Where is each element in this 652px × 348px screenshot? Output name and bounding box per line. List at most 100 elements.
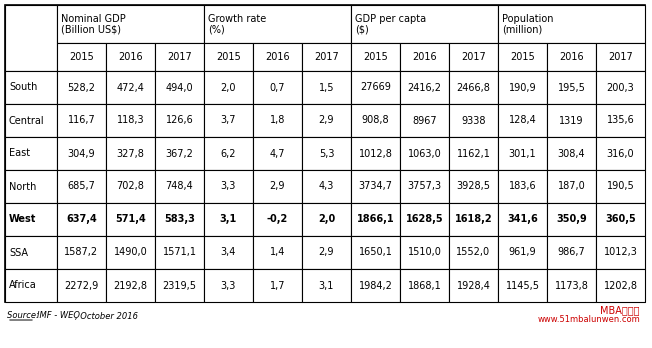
Bar bbox=[57, 43, 106, 71]
Text: Population: Population bbox=[502, 14, 554, 24]
Text: 637,4: 637,4 bbox=[66, 214, 97, 224]
Text: 986,7: 986,7 bbox=[557, 247, 585, 258]
Bar bbox=[57, 5, 204, 43]
Text: 3,7: 3,7 bbox=[221, 116, 236, 126]
Text: -0,2: -0,2 bbox=[267, 214, 288, 224]
Text: 702,8: 702,8 bbox=[117, 182, 145, 191]
Text: 5,3: 5,3 bbox=[319, 149, 334, 158]
Bar bbox=[498, 170, 547, 203]
Text: 3,3: 3,3 bbox=[221, 182, 236, 191]
Text: SSA: SSA bbox=[9, 247, 28, 258]
Text: 8967: 8967 bbox=[412, 116, 437, 126]
Text: 2016: 2016 bbox=[412, 52, 437, 62]
Bar bbox=[5, 104, 57, 137]
Bar bbox=[351, 170, 400, 203]
Bar bbox=[253, 137, 302, 170]
Text: 2319,5: 2319,5 bbox=[162, 280, 196, 291]
Text: 2,9: 2,9 bbox=[319, 247, 334, 258]
Text: 2,0: 2,0 bbox=[221, 82, 236, 93]
Bar bbox=[351, 5, 498, 43]
Text: North: North bbox=[9, 182, 37, 191]
Text: 1866,1: 1866,1 bbox=[357, 214, 394, 224]
Bar bbox=[351, 43, 400, 71]
Text: 2015: 2015 bbox=[216, 52, 241, 62]
Bar bbox=[498, 269, 547, 302]
Bar bbox=[106, 203, 155, 236]
Bar bbox=[400, 236, 449, 269]
Text: 685,7: 685,7 bbox=[68, 182, 95, 191]
Bar bbox=[596, 269, 645, 302]
Text: 748,4: 748,4 bbox=[166, 182, 194, 191]
Text: 1490,0: 1490,0 bbox=[113, 247, 147, 258]
Text: (Billion US$): (Billion US$) bbox=[61, 24, 121, 34]
Bar bbox=[449, 137, 498, 170]
Bar bbox=[547, 203, 596, 236]
Bar bbox=[5, 137, 57, 170]
Text: IMF - WEO: IMF - WEO bbox=[37, 311, 80, 321]
Bar bbox=[253, 43, 302, 71]
Bar bbox=[155, 104, 204, 137]
Bar bbox=[400, 269, 449, 302]
Text: 2416,2: 2416,2 bbox=[408, 82, 441, 93]
Text: 190,9: 190,9 bbox=[509, 82, 537, 93]
Bar bbox=[57, 203, 106, 236]
Bar bbox=[596, 203, 645, 236]
Bar bbox=[351, 236, 400, 269]
Bar bbox=[155, 71, 204, 104]
Bar bbox=[204, 269, 253, 302]
Text: 2017: 2017 bbox=[461, 52, 486, 62]
Bar bbox=[204, 137, 253, 170]
Text: 2,0: 2,0 bbox=[318, 214, 335, 224]
Bar bbox=[498, 104, 547, 137]
Text: East: East bbox=[9, 149, 30, 158]
Text: West: West bbox=[9, 214, 37, 224]
Bar bbox=[400, 104, 449, 137]
Bar bbox=[302, 43, 351, 71]
Text: 2,9: 2,9 bbox=[319, 116, 334, 126]
Bar bbox=[253, 104, 302, 137]
Text: 128,4: 128,4 bbox=[509, 116, 537, 126]
Bar bbox=[351, 71, 400, 104]
Bar bbox=[351, 269, 400, 302]
Text: 1868,1: 1868,1 bbox=[408, 280, 441, 291]
Text: 304,9: 304,9 bbox=[68, 149, 95, 158]
Bar bbox=[253, 236, 302, 269]
Bar bbox=[547, 269, 596, 302]
Text: 1628,5: 1628,5 bbox=[406, 214, 443, 224]
Text: 1162,1: 1162,1 bbox=[456, 149, 490, 158]
Bar bbox=[596, 71, 645, 104]
Text: 1012,3: 1012,3 bbox=[604, 247, 638, 258]
Text: 4,3: 4,3 bbox=[319, 182, 334, 191]
Bar bbox=[106, 104, 155, 137]
Text: 9338: 9338 bbox=[461, 116, 486, 126]
Text: (million): (million) bbox=[502, 24, 542, 34]
Bar bbox=[547, 170, 596, 203]
Bar bbox=[351, 203, 400, 236]
Bar bbox=[498, 71, 547, 104]
Bar bbox=[204, 5, 351, 43]
Bar bbox=[57, 170, 106, 203]
Text: 2015: 2015 bbox=[363, 52, 388, 62]
Bar bbox=[449, 43, 498, 71]
Bar bbox=[596, 104, 645, 137]
Text: 2016: 2016 bbox=[118, 52, 143, 62]
Text: 1319: 1319 bbox=[559, 116, 584, 126]
Text: 908,8: 908,8 bbox=[362, 116, 389, 126]
Bar bbox=[57, 236, 106, 269]
Text: 528,2: 528,2 bbox=[68, 82, 95, 93]
Text: 2272,9: 2272,9 bbox=[65, 280, 98, 291]
Text: 27669: 27669 bbox=[360, 82, 391, 93]
Text: 2016: 2016 bbox=[559, 52, 584, 62]
Bar bbox=[596, 170, 645, 203]
Text: 341,6: 341,6 bbox=[507, 214, 538, 224]
Text: 200,3: 200,3 bbox=[606, 82, 634, 93]
Text: 360,5: 360,5 bbox=[605, 214, 636, 224]
Text: 494,0: 494,0 bbox=[166, 82, 193, 93]
Text: 3757,3: 3757,3 bbox=[408, 182, 441, 191]
Text: 1,7: 1,7 bbox=[270, 280, 285, 291]
Bar bbox=[106, 71, 155, 104]
Bar bbox=[351, 137, 400, 170]
Bar bbox=[253, 269, 302, 302]
Text: 2016: 2016 bbox=[265, 52, 289, 62]
Bar bbox=[5, 5, 57, 71]
